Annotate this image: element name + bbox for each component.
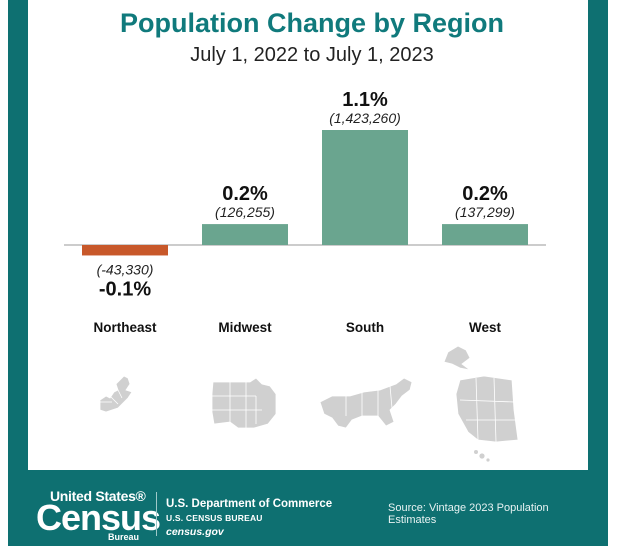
census-logo[interactable]: United States® Census Bureau xyxy=(36,488,161,542)
abs-label-south: (1,423,260) xyxy=(329,110,401,126)
labels-group: (-43,330)-0.1%Northeast0.2%(126,255)Midw… xyxy=(93,89,514,335)
pct-label-northeast: -0.1% xyxy=(99,278,151,300)
category-label-west: West xyxy=(469,320,502,335)
pct-label-south: 1.1% xyxy=(342,89,388,111)
west-map-icon xyxy=(443,345,519,463)
category-label-midwest: Midwest xyxy=(218,320,272,335)
bars-group xyxy=(82,130,528,256)
abs-label-west: (137,299) xyxy=(455,204,515,220)
chart-subtitle: July 1, 2022 to July 1, 2023 xyxy=(190,44,434,66)
northeast-map-icon xyxy=(99,375,133,413)
website-link[interactable]: census.gov xyxy=(166,526,224,538)
chart-title: Population Change by Region xyxy=(120,8,504,38)
source-note: Source: Vintage 2023 Population Estimate… xyxy=(388,502,549,526)
footer: United States® Census Bureau U.S. Depart… xyxy=(28,470,588,546)
south-map-icon xyxy=(319,377,413,429)
midwest-map-icon xyxy=(211,377,277,429)
logo-top-text: United States® xyxy=(50,488,146,504)
abs-label-midwest: (126,255) xyxy=(215,204,275,220)
department-block: U.S. Department of Commerce U.S. CENSUS … xyxy=(166,498,332,538)
footer-divider xyxy=(156,492,157,536)
pct-label-midwest: 0.2% xyxy=(222,183,268,205)
category-label-northeast: Northeast xyxy=(93,320,157,335)
bar-midwest xyxy=(202,224,288,245)
bar-west xyxy=(442,224,528,245)
bar-chart: (-43,330)-0.1%Northeast0.2%(126,255)Midw… xyxy=(64,89,546,463)
bar-south xyxy=(322,130,408,245)
logo-bottom-text: Bureau xyxy=(108,532,140,542)
bureau-name: U.S. CENSUS BUREAU xyxy=(166,513,263,523)
bar-northeast xyxy=(82,245,168,256)
category-label-south: South xyxy=(346,320,384,335)
pct-label-west: 0.2% xyxy=(462,183,508,205)
logo-main-text: Census xyxy=(36,497,161,538)
abs-label-northeast: (-43,330) xyxy=(97,261,154,277)
department-name: U.S. Department of Commerce xyxy=(166,498,333,510)
